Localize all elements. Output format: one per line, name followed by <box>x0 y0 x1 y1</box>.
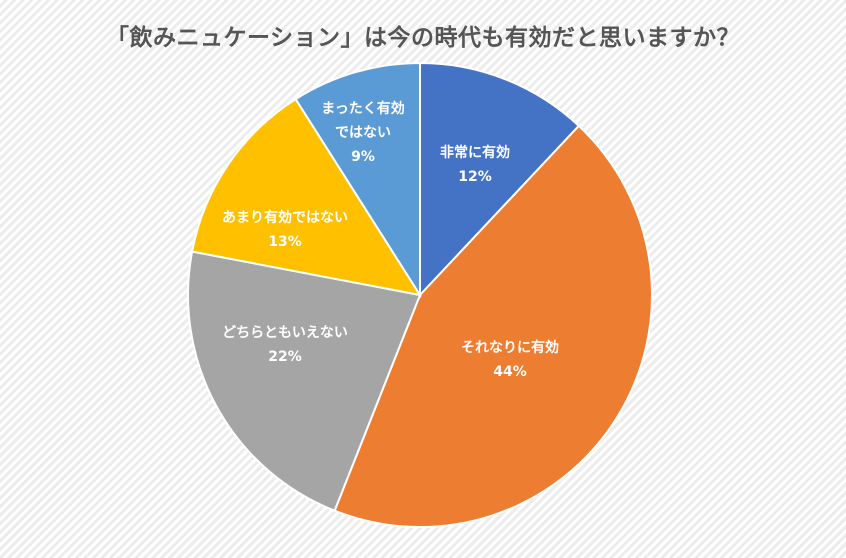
slice-label-group-3: どちらともいえない 22% <box>222 325 348 365</box>
slice-value-label: 22% <box>268 349 302 365</box>
slice-label-group-2: それなりに有効 44% <box>461 339 559 380</box>
slice-value-label: 44% <box>493 364 527 380</box>
chart-title: 「飲みニュケーション」は今の時代も有効だと思いますか？ <box>105 25 741 51</box>
slice-category-label: 非常に有効 <box>440 144 510 161</box>
pie-slice-1 <box>419 61 581 298</box>
slice-label-group-1: 非常に有効 12% <box>440 144 510 185</box>
slice-category-label: あまり有効ではない <box>222 209 348 226</box>
slice-category-label: どちらともいえない <box>222 325 348 341</box>
pie-slice-5 <box>294 61 421 299</box>
slice-value-label: 12% <box>458 169 492 185</box>
slice-category-label: ではない <box>335 125 391 141</box>
pie-slice-2 <box>333 124 653 528</box>
slice-value-label: 13% <box>268 234 302 250</box>
slice-label-group-4: あまり有効ではない 13% <box>222 209 348 250</box>
slice-value-label: 9% <box>351 149 375 165</box>
pie-slice-4 <box>190 97 423 297</box>
pie-slice-3 <box>187 250 422 513</box>
slice-category-label: まったく有効 <box>321 100 404 117</box>
slice-category-label: それなりに有効 <box>461 339 559 356</box>
